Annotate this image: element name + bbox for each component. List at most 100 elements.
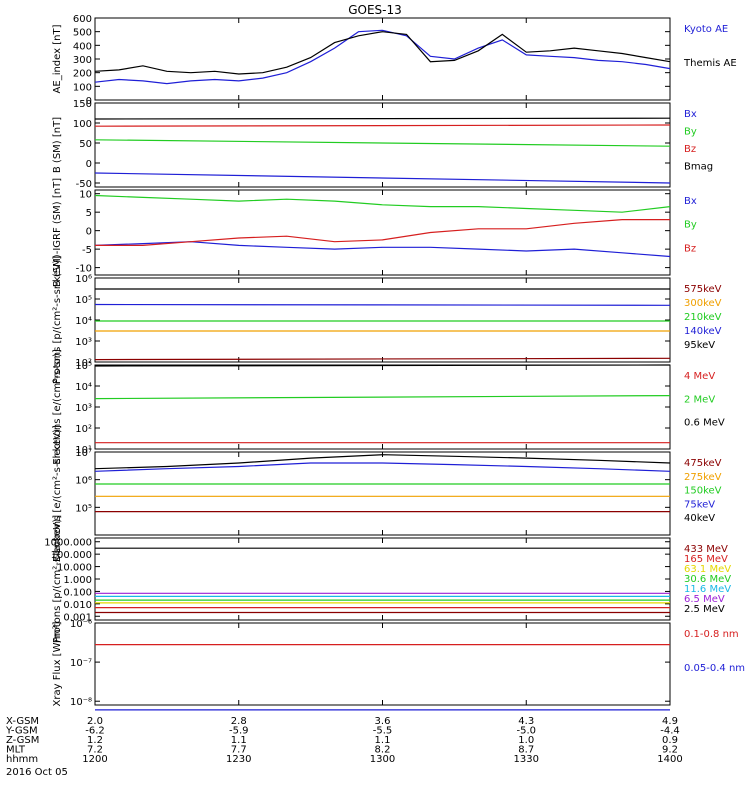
y-axis-label: Electrons [e/(cm²-s-sr)] (52, 349, 63, 465)
y-tick-label: 0.001 (63, 612, 92, 623)
panel-frame (94, 189, 671, 276)
y-tick-label: 10² (75, 358, 92, 369)
y-tick-label: 100 (73, 82, 92, 93)
panel-frame (94, 364, 671, 450)
series-line-2 MeV (94, 395, 671, 400)
legend-entry: Kyoto AE (684, 24, 728, 35)
legend-entry: Bz (684, 144, 696, 155)
y-tick-label: 10⁵ (75, 361, 92, 372)
ephemeris-value: 8.2 (375, 745, 391, 756)
y-tick-label: -10 (76, 264, 92, 275)
y-tick-label: 10.000 (57, 563, 92, 574)
series-line-Bz (95, 219, 670, 246)
series-line-By (94, 194, 671, 213)
y-tick-label: 10 (79, 190, 92, 201)
ephemeris-value: 9.2 (662, 745, 678, 756)
legend-entry: 140keV (684, 326, 722, 337)
legend-entry: 95keV (684, 340, 715, 351)
plot-title: GOES-13 (348, 3, 402, 17)
ephemeris-value: 4.3 (518, 716, 534, 727)
ephemeris-value: 1200 (82, 754, 107, 765)
y-tick-label: 10³ (75, 403, 92, 414)
legend-entry: 2.5 MeV (684, 604, 725, 615)
ephemeris-value: 7.7 (231, 745, 247, 756)
ephemeris-value: 1300 (370, 754, 395, 765)
legend-entry: 300keV (684, 298, 722, 309)
legend-entry: 40keV (684, 513, 715, 524)
series-line-Bx (94, 241, 671, 258)
legend-entry: Bx (684, 196, 697, 207)
ephemeris-value: -5.0 (516, 726, 536, 737)
y-tick-label: 10⁶ (75, 476, 92, 487)
x-axis: X-GSM 2.0 2.8 3.6 4.3 4.9 Y-GSM -6.2 -5.9 -5.5 -5.… (5, 716, 683, 778)
panel-electrons_kev: 10⁵ 10⁶ 10⁷ Electrons [e/(cm²-s-sr-keV)] 475… (52, 425, 722, 562)
y-tick-label: 400 (73, 41, 92, 52)
series-line-Bx (94, 172, 671, 184)
date-label: 2016 Oct 05 (6, 767, 68, 778)
y-axis-label: Protons [p/(cm²-s-sr-keV)] (52, 256, 63, 384)
ephemeris-value: 0.9 (662, 735, 678, 746)
y-tick-label: 0 (86, 96, 92, 107)
series-line-Bmag (94, 117, 671, 120)
legend-entry: 6.5 MeV (684, 594, 725, 605)
series-line-0.6 MeV (94, 364, 671, 367)
y-tick-label: 1.000 (63, 575, 92, 586)
ephemeris-row-label: hhmm (6, 754, 38, 765)
ephemeris-value: 1400 (657, 754, 682, 765)
legend-entry: 30.6 MeV (684, 574, 731, 585)
legend-entry: By (684, 220, 697, 231)
y-tick-label: 10⁶ (75, 274, 92, 285)
series-line-Themis AE (94, 31, 671, 75)
ephemeris-row-label: Z-GSM (6, 735, 39, 746)
y-tick-label: 10³ (75, 337, 92, 348)
legend-entry: Themis AE (683, 58, 737, 69)
series-line-Bz (94, 124, 671, 127)
panel-electrons_mev: 10¹ 10² 10³ 10⁴ 10⁵ Electrons [e/(cm²-s-sr)] 4… (52, 349, 725, 465)
legend-entry: 575keV (684, 284, 722, 295)
ephemeris-value: 1330 (514, 754, 539, 765)
series-line-75keV (94, 462, 671, 472)
ephemeris-value: -6.2 (85, 726, 105, 737)
ephemeris-value: -5.9 (229, 726, 249, 737)
series-line-Kyoto AE (94, 29, 671, 85)
y-tick-label: 10⁻⁸ (70, 697, 92, 708)
legend-entry: 4 MeV (684, 371, 715, 382)
ephemeris-value: 8.7 (518, 745, 534, 756)
ephemeris-row-label: Y-GSM (5, 726, 38, 737)
y-tick-label: 150 (73, 99, 92, 110)
series-line-40keV (94, 454, 671, 470)
panel-ae: 0 100 200 300 400 500 600 AE_index [nT] Kyoto AE… (52, 14, 737, 107)
panel-protons_low: 10² 10³ 10⁴ 10⁵ 10⁶ Protons [p/(cm²-s-sr-keV)… (52, 256, 722, 384)
y-tick-label: -5 (82, 245, 92, 256)
y-tick-label: 100 (73, 119, 92, 130)
y-tick-label: 300 (73, 55, 92, 66)
y-axis-label: B (SM) [nT] (52, 117, 63, 173)
y-tick-label: 10⁴ (75, 316, 92, 327)
y-tick-label: 10⁵ (75, 295, 92, 306)
series-line-140keV (94, 303, 671, 306)
ephemeris-value: 1.1 (231, 735, 247, 746)
y-tick-label: 0.100 (63, 587, 92, 598)
y-tick-label: 10⁻⁷ (70, 658, 92, 669)
y-axis-label: Xray Flux [W/m²] (52, 621, 63, 706)
legend-entry: 0.1-0.8 nm (684, 629, 739, 640)
y-tick-label: -50 (76, 179, 92, 190)
y-tick-label: 10⁷ (75, 448, 92, 459)
y-tick-label: 100.000 (51, 550, 92, 561)
y-axis-label: Protons [p/(cm²-s-sr-keV)] (52, 515, 63, 643)
legend-entry: 165 MeV (684, 554, 728, 565)
legend-entry: 0.05-0.4 nm (684, 663, 745, 674)
y-tick-label: 500 (73, 28, 92, 39)
y-tick-label: 600 (73, 14, 92, 25)
ephemeris-value: -5.5 (373, 726, 393, 737)
ephemeris-value: -4.4 (660, 726, 680, 737)
ephemeris-value: 3.6 (375, 716, 391, 727)
ephemeris-value: 2.8 (231, 716, 247, 727)
panel-xray: 10⁻⁸ 10⁻⁷ 10⁻⁶ Xray Flux [W/m²] 0.1-0.8 nm 0.… (52, 619, 745, 711)
y-tick-label: 5 (86, 208, 92, 219)
ephemeris-value: 1230 (226, 754, 251, 765)
